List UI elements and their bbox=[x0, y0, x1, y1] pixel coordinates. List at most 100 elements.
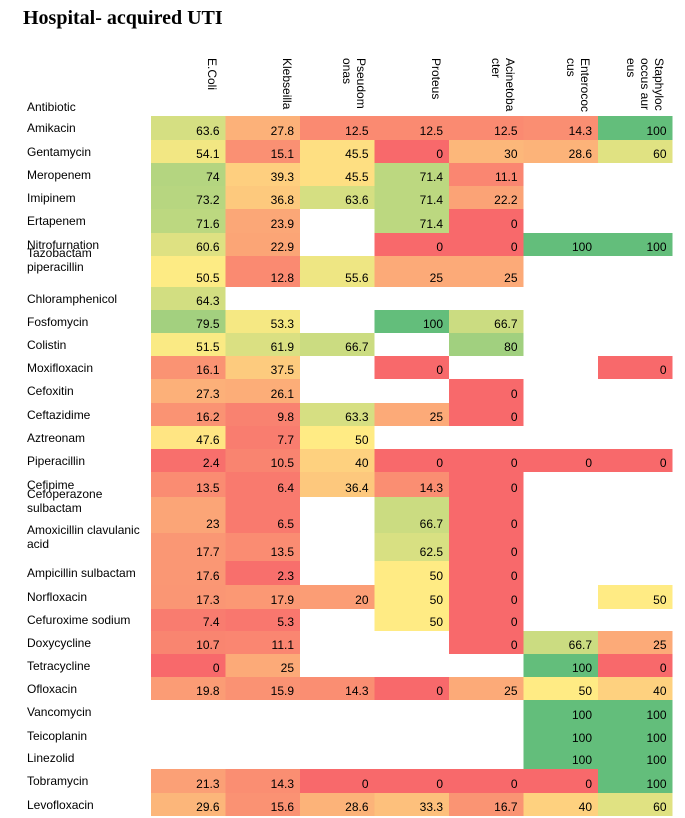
cell-value: 80 bbox=[504, 340, 518, 354]
row-label: Amikacin bbox=[27, 121, 76, 135]
cell-value: 21.3 bbox=[196, 777, 220, 791]
cell-value: 0 bbox=[436, 456, 443, 470]
row-label: Amoxicillin clavulanic acid bbox=[27, 523, 140, 551]
heatmap-cell bbox=[225, 163, 300, 186]
heatmap-cell bbox=[598, 233, 673, 256]
cell-value: 45.5 bbox=[345, 147, 369, 161]
cell-value: 23.9 bbox=[270, 217, 294, 231]
row-header-label: Antibiotic bbox=[27, 100, 76, 114]
cell-value: 0 bbox=[510, 410, 518, 424]
heatmap-cell bbox=[300, 769, 375, 793]
cell-value: 53.3 bbox=[270, 317, 294, 331]
cell-value: 30 bbox=[504, 147, 518, 161]
cell-value: 17.7 bbox=[196, 545, 220, 559]
row-label: Ofloxacin bbox=[27, 681, 78, 696]
cell-value: 50 bbox=[653, 593, 667, 607]
heatmap-cell bbox=[374, 116, 449, 140]
heatmap-cell bbox=[374, 209, 449, 233]
cell-value: 100 bbox=[646, 731, 667, 745]
heatmap-cell bbox=[449, 631, 524, 654]
cell-value: 22.2 bbox=[494, 193, 518, 207]
heatmap-cell bbox=[523, 677, 598, 700]
heatmap-cell bbox=[598, 769, 673, 793]
heatmap-cell bbox=[225, 140, 300, 163]
heatmap-cell bbox=[225, 793, 300, 816]
heatmap-cell bbox=[151, 209, 226, 233]
cell-value: 0 bbox=[510, 593, 518, 607]
heatmap-cell bbox=[374, 793, 449, 816]
cell-value: 71.4 bbox=[419, 193, 443, 207]
cell-value: 15.6 bbox=[270, 800, 294, 814]
heatmap-cell bbox=[449, 333, 524, 356]
cell-value: 10.7 bbox=[196, 638, 220, 652]
cell-value: 0 bbox=[510, 569, 518, 583]
heatmap-cell bbox=[151, 426, 226, 449]
heatmap-cell bbox=[151, 533, 226, 561]
cell-value: 25 bbox=[429, 271, 443, 285]
cell-value: 0 bbox=[510, 777, 518, 791]
heatmap-cell bbox=[225, 209, 300, 233]
cell-value: 0 bbox=[510, 240, 518, 254]
cell-value: 12.5 bbox=[419, 124, 443, 138]
cell-value: 23 bbox=[206, 517, 220, 531]
cell-value: 20 bbox=[355, 593, 369, 607]
heatmap-cell bbox=[523, 793, 598, 816]
heatmap-cell bbox=[449, 793, 524, 816]
heatmap-cell bbox=[300, 186, 375, 209]
heatmap-cell bbox=[225, 449, 300, 472]
heatmap-cell bbox=[598, 654, 673, 677]
row-label: Aztreonam bbox=[27, 430, 86, 445]
heatmap-cell bbox=[225, 769, 300, 793]
heatmap-cell bbox=[449, 533, 524, 561]
heatmap-cell bbox=[225, 585, 300, 609]
cell-value: 0 bbox=[510, 545, 518, 559]
heatmap-cell bbox=[598, 747, 673, 769]
cell-value: 63.3 bbox=[345, 410, 369, 424]
heatmap-cell bbox=[300, 472, 375, 497]
heatmap-cell bbox=[449, 403, 524, 426]
cell-value: 73.2 bbox=[196, 193, 220, 207]
heatmap-cell bbox=[151, 793, 226, 816]
cell-value: 50 bbox=[429, 569, 443, 583]
cell-value: 25 bbox=[504, 684, 518, 698]
cell-value: 11.1 bbox=[271, 638, 294, 652]
heatmap-cell bbox=[151, 163, 226, 186]
cell-value: 40 bbox=[653, 684, 667, 698]
heatmap-cell bbox=[598, 724, 673, 747]
heatmap-cell bbox=[300, 403, 375, 426]
cell-value: 0 bbox=[212, 661, 220, 675]
row-label: Ampicillin sulbactam bbox=[27, 566, 136, 580]
heatmap-cell bbox=[151, 403, 226, 426]
cell-value: 54.1 bbox=[196, 147, 220, 161]
heatmap-cell bbox=[374, 449, 449, 472]
row-label: Chloramphenicol bbox=[27, 291, 118, 306]
heatmap-cell bbox=[449, 163, 524, 186]
cell-value: 100 bbox=[571, 731, 592, 745]
row-label: Colistin bbox=[27, 337, 67, 352]
cell-value: 0 bbox=[510, 456, 518, 470]
heatmap-cell bbox=[151, 116, 226, 140]
heatmap-cell bbox=[300, 333, 375, 356]
row-label: Tazobactam piperacillin bbox=[27, 246, 92, 274]
cell-value: 0 bbox=[436, 777, 443, 791]
heatmap-cell bbox=[449, 256, 524, 287]
cell-value: 100 bbox=[571, 661, 592, 675]
row-label: Imipinem bbox=[27, 190, 76, 205]
cell-value: 15.1 bbox=[270, 147, 294, 161]
heatmap-cell bbox=[151, 677, 226, 700]
cell-value: 79.5 bbox=[196, 317, 220, 331]
row-label: Gentamycin bbox=[27, 144, 92, 159]
cell-value: 28.6 bbox=[568, 147, 592, 161]
cell-value: 50 bbox=[429, 615, 443, 629]
cell-value: 45.5 bbox=[345, 170, 369, 184]
cell-value: 17.9 bbox=[270, 593, 294, 607]
cell-value: 60.6 bbox=[196, 240, 220, 254]
cell-value: 17.3 bbox=[196, 593, 220, 607]
chart-title: Hospital- acquired UTI bbox=[23, 7, 223, 29]
row-label: Levofloxacin bbox=[27, 797, 94, 812]
heatmap-cell bbox=[225, 186, 300, 209]
heatmap-cell bbox=[151, 585, 226, 609]
cell-value: 100 bbox=[646, 124, 667, 138]
cell-value: 0 bbox=[659, 661, 667, 675]
cell-value: 33.3 bbox=[419, 800, 443, 814]
